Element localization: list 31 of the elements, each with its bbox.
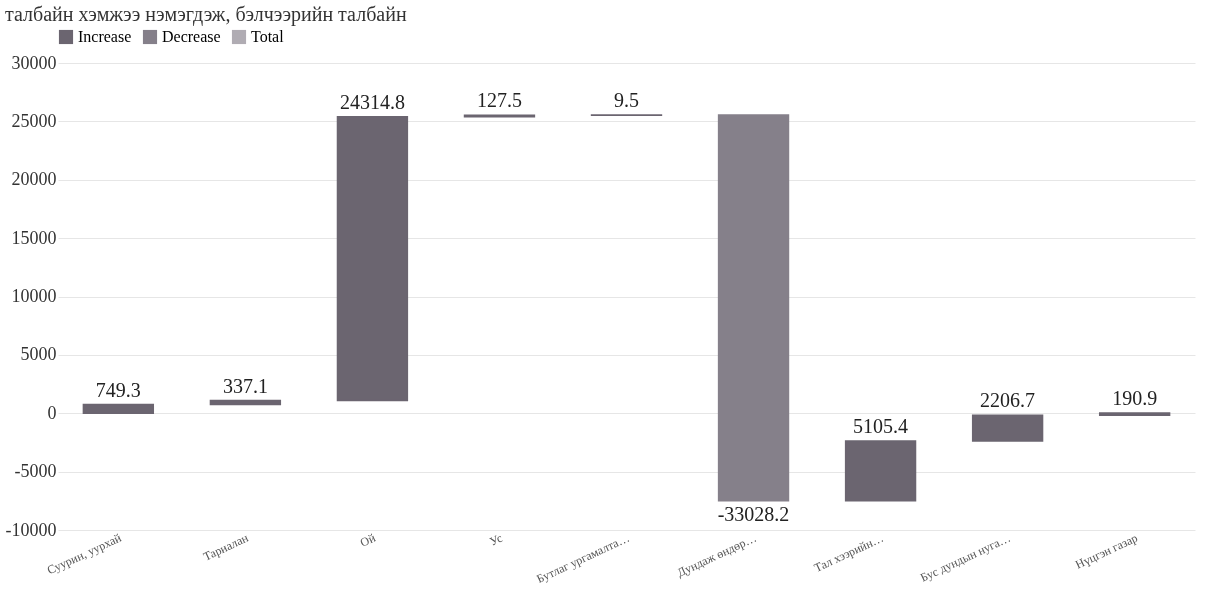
data-label: 9.5: [614, 89, 639, 112]
legend-label: Increase: [78, 28, 132, 45]
data-label: 24314.8: [339, 90, 405, 113]
y-tick-label: 20000: [11, 169, 57, 190]
data-label: 749.3: [95, 378, 141, 401]
legend-label: Decrease: [162, 28, 221, 45]
x-tick-label: Ой: [357, 530, 379, 550]
y-tick-label: 5000: [20, 344, 57, 365]
data-label: 337.1: [222, 374, 268, 397]
bar: [971, 414, 1044, 442]
x-tick-label: Ус: [487, 530, 505, 549]
data-label: 2206.7: [980, 389, 1036, 412]
y-tick-label: 10000: [11, 286, 57, 306]
y-tick-label: -10000: [5, 519, 57, 540]
bar: [336, 115, 409, 402]
data-label: 127.5: [476, 89, 522, 112]
y-tick-label: 25000: [11, 110, 57, 131]
bar: [82, 403, 155, 414]
y-tick-label: 15000: [11, 227, 57, 248]
bar: [717, 114, 790, 502]
data-label: 190.9: [1112, 387, 1158, 410]
legend-label: Total: [251, 28, 285, 45]
data-label: -33028.2: [717, 502, 790, 525]
text: талбайн хэмжээ нэмэгдэж, бэлчээрийн талбайн: [5, 3, 407, 26]
y-tick-label: 30000: [11, 52, 57, 73]
bar: [209, 399, 282, 406]
bar: [844, 440, 917, 502]
y-tick-label: 0: [47, 402, 57, 423]
bar: [1098, 412, 1171, 417]
y-tick-label: -5000: [14, 461, 57, 482]
data-label: 5105.4: [853, 415, 909, 438]
